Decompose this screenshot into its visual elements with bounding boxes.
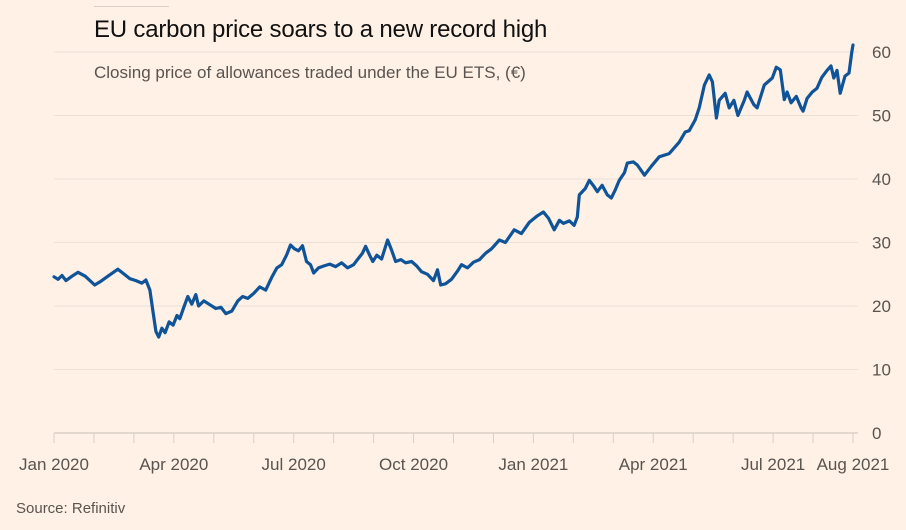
- y-tick-label: 10: [872, 361, 891, 380]
- y-axis-labels: 0 10 20 30 40 50 60: [872, 43, 891, 443]
- x-tick-label: Jul 2021: [741, 455, 805, 474]
- x-tick-label: Oct 2020: [379, 455, 448, 474]
- y-tick-label: 0: [872, 424, 881, 443]
- y-tick-label: 60: [872, 43, 891, 62]
- x-tick-label: Apr 2021: [619, 455, 688, 474]
- title-accent-rule: [94, 6, 169, 7]
- y-tick-label: 30: [872, 234, 891, 253]
- x-tick-label: Apr 2020: [139, 455, 208, 474]
- x-axis: [53, 432, 858, 443]
- series-layer: [52, 43, 855, 339]
- y-tick-label: 50: [872, 107, 891, 126]
- x-tick-label: Jan 2021: [498, 455, 568, 474]
- x-axis-labels: Jan 2020 Apr 2020 Jul 2020 Oct 2020 Jan 2021…: [19, 455, 889, 474]
- y-tick-label: 20: [872, 297, 891, 316]
- x-tick-label: Aug 2021: [817, 455, 890, 474]
- chart-subtitle: Closing price of allowances traded under…: [94, 63, 526, 82]
- y-tick-label: 40: [872, 170, 891, 189]
- x-tick-label: Jan 2020: [19, 455, 89, 474]
- x-tick-label: Jul 2020: [262, 455, 326, 474]
- series-line-eu-ets-price: [52, 43, 855, 339]
- source-note: Source: Refinitiv: [16, 500, 126, 517]
- gridlines: [54, 51, 858, 370]
- chart-title: EU carbon price soars to a new record hi…: [94, 16, 548, 43]
